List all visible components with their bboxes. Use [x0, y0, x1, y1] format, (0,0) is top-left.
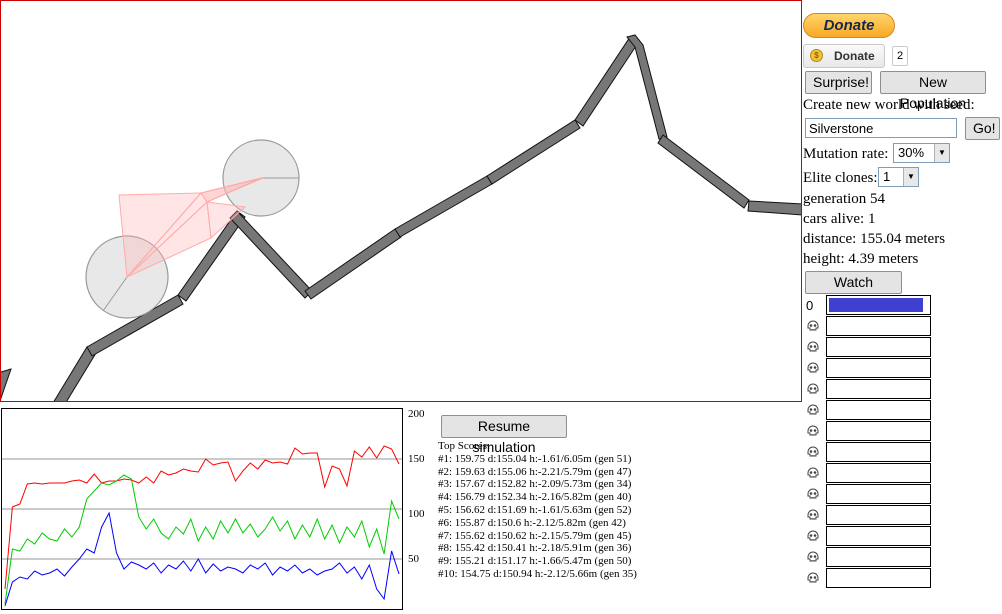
skull-icon [807, 425, 819, 436]
track-tile [657, 134, 750, 209]
score-row: #4: 156.79 d:152.34 h:-2.16/5.82m (gen 4… [438, 491, 632, 504]
track [1, 34, 801, 401]
score-row: #5: 156.62 d:151.69 h:-1.61/5.63m (gen 5… [438, 503, 632, 516]
health-bar [826, 337, 931, 357]
track-tile [394, 175, 493, 238]
seed-prompt: Create new world with seed: [803, 97, 975, 113]
health-bar [826, 358, 931, 378]
skull-icon [807, 362, 819, 373]
health-bar [826, 484, 931, 504]
elite-clones-select[interactable]: 1 ▼ [878, 167, 919, 187]
skull-icon [807, 446, 819, 457]
car [85, 139, 300, 319]
skull-icon [807, 320, 819, 331]
score-row: #2: 159.63 d:155.06 h:-2.21/5.79m (gen 4… [438, 465, 632, 478]
coin-icon: $ [810, 49, 823, 62]
world-canvas [0, 0, 802, 402]
donate-button-label: Donate [834, 49, 875, 63]
health-bar [826, 316, 931, 336]
graph-y-label: 100 [408, 508, 425, 520]
health-bar [826, 463, 931, 483]
health-bar [826, 400, 931, 420]
health-bar [826, 379, 931, 399]
score-row: #3: 157.67 d:152.82 h:-2.09/5.73m (gen 3… [438, 478, 632, 491]
track-tile [747, 200, 801, 216]
graph-grid [2, 458, 402, 560]
watch-leader-button[interactable]: Watch Leader [805, 271, 902, 311]
skull-icon [807, 467, 819, 478]
series-line-2 [4, 474, 400, 605]
score-graph [1, 408, 403, 610]
track-tile [574, 36, 639, 127]
health-bar [826, 526, 931, 546]
track-tile [229, 210, 313, 299]
graph-y-label: 50 [408, 553, 419, 565]
elite-clones-value: 1 [883, 169, 891, 184]
track-tile [1, 368, 12, 400]
mutation-rate-select[interactable]: 30% ▼ [893, 143, 950, 163]
track-tile [486, 119, 581, 185]
score-row: #6: 155.87 d:150.6 h:-2.12/5.82m (gen 42… [438, 516, 626, 529]
top-scores-title: Top Scores: [438, 440, 491, 452]
mutation-rate-label: Mutation rate: [803, 146, 889, 162]
wheel-spoke [102, 276, 128, 312]
cars-alive-stat: cars alive: 1 [803, 211, 876, 227]
track-tile [626, 34, 668, 140]
score-row: #9: 155.21 d:151.17 h:-1.66/5.47m (gen 5… [438, 555, 632, 568]
donate-count: 2 [892, 46, 908, 66]
health-bar [826, 547, 931, 567]
skull-icon [807, 551, 819, 562]
score-row: #7: 155.62 d:150.62 h:-2.15/5.79m (gen 4… [438, 529, 632, 542]
track-tile [304, 228, 402, 300]
score-row: #10: 154.75 d:150.94 h:-2.12/5.66m (gen … [438, 567, 637, 580]
leader-index: 0 [806, 298, 814, 313]
score-row: #8: 155.42 d:150.41 h:-2.18/5.91m (gen 3… [438, 542, 632, 555]
health-bar [826, 421, 931, 441]
health-bar [826, 568, 931, 588]
skull-icon [807, 383, 819, 394]
health-bar [826, 505, 931, 525]
health-bar [826, 442, 931, 462]
skull-icon [807, 404, 819, 415]
chevron-down-icon: ▼ [934, 144, 949, 162]
donate-button[interactable]: $ Donate [803, 44, 885, 68]
track-tile [177, 210, 246, 302]
skull-icon [807, 530, 819, 541]
skull-icon [807, 341, 819, 352]
score-graph-plot [2, 445, 402, 607]
health-bar-fill [829, 298, 924, 312]
paypal-donate-button[interactable]: Donate [803, 13, 895, 38]
graph-series [4, 445, 400, 607]
go-button[interactable]: Go! [965, 117, 1000, 140]
skull-icon [807, 488, 819, 499]
car-body [118, 177, 264, 279]
top-scores: Top Scores: #1: 159.75 d:155.04 h:-1.61/… [438, 440, 637, 581]
generation-stat: generation 54 [803, 191, 886, 207]
height-stat: height: 4.39 meters [803, 251, 919, 267]
new-population-button[interactable]: New Population [880, 71, 986, 111]
world-scene [1, 34, 801, 401]
resume-simulation-button[interactable]: Resume simulation [441, 415, 567, 455]
chevron-down-icon: ▼ [903, 168, 918, 186]
surprise-button[interactable]: Surprise! [805, 71, 872, 94]
mutation-rate-value: 30% [898, 145, 925, 160]
series-line-1 [4, 445, 400, 590]
track-tile [53, 346, 97, 401]
elite-clones-label: Elite clones: [803, 170, 878, 186]
health-bar [826, 295, 931, 315]
score-row: #1: 159.75 d:155.04 h:-1.61/6.05m (gen 5… [438, 452, 632, 465]
graph-y-label: 150 [408, 453, 425, 465]
series-line-3 [4, 511, 400, 607]
graph-y-label: 200 [408, 408, 425, 420]
distance-stat: distance: 155.04 meters [803, 231, 946, 247]
seed-input[interactable] [805, 118, 957, 138]
skull-icon [807, 572, 819, 583]
skull-icon [807, 509, 819, 520]
